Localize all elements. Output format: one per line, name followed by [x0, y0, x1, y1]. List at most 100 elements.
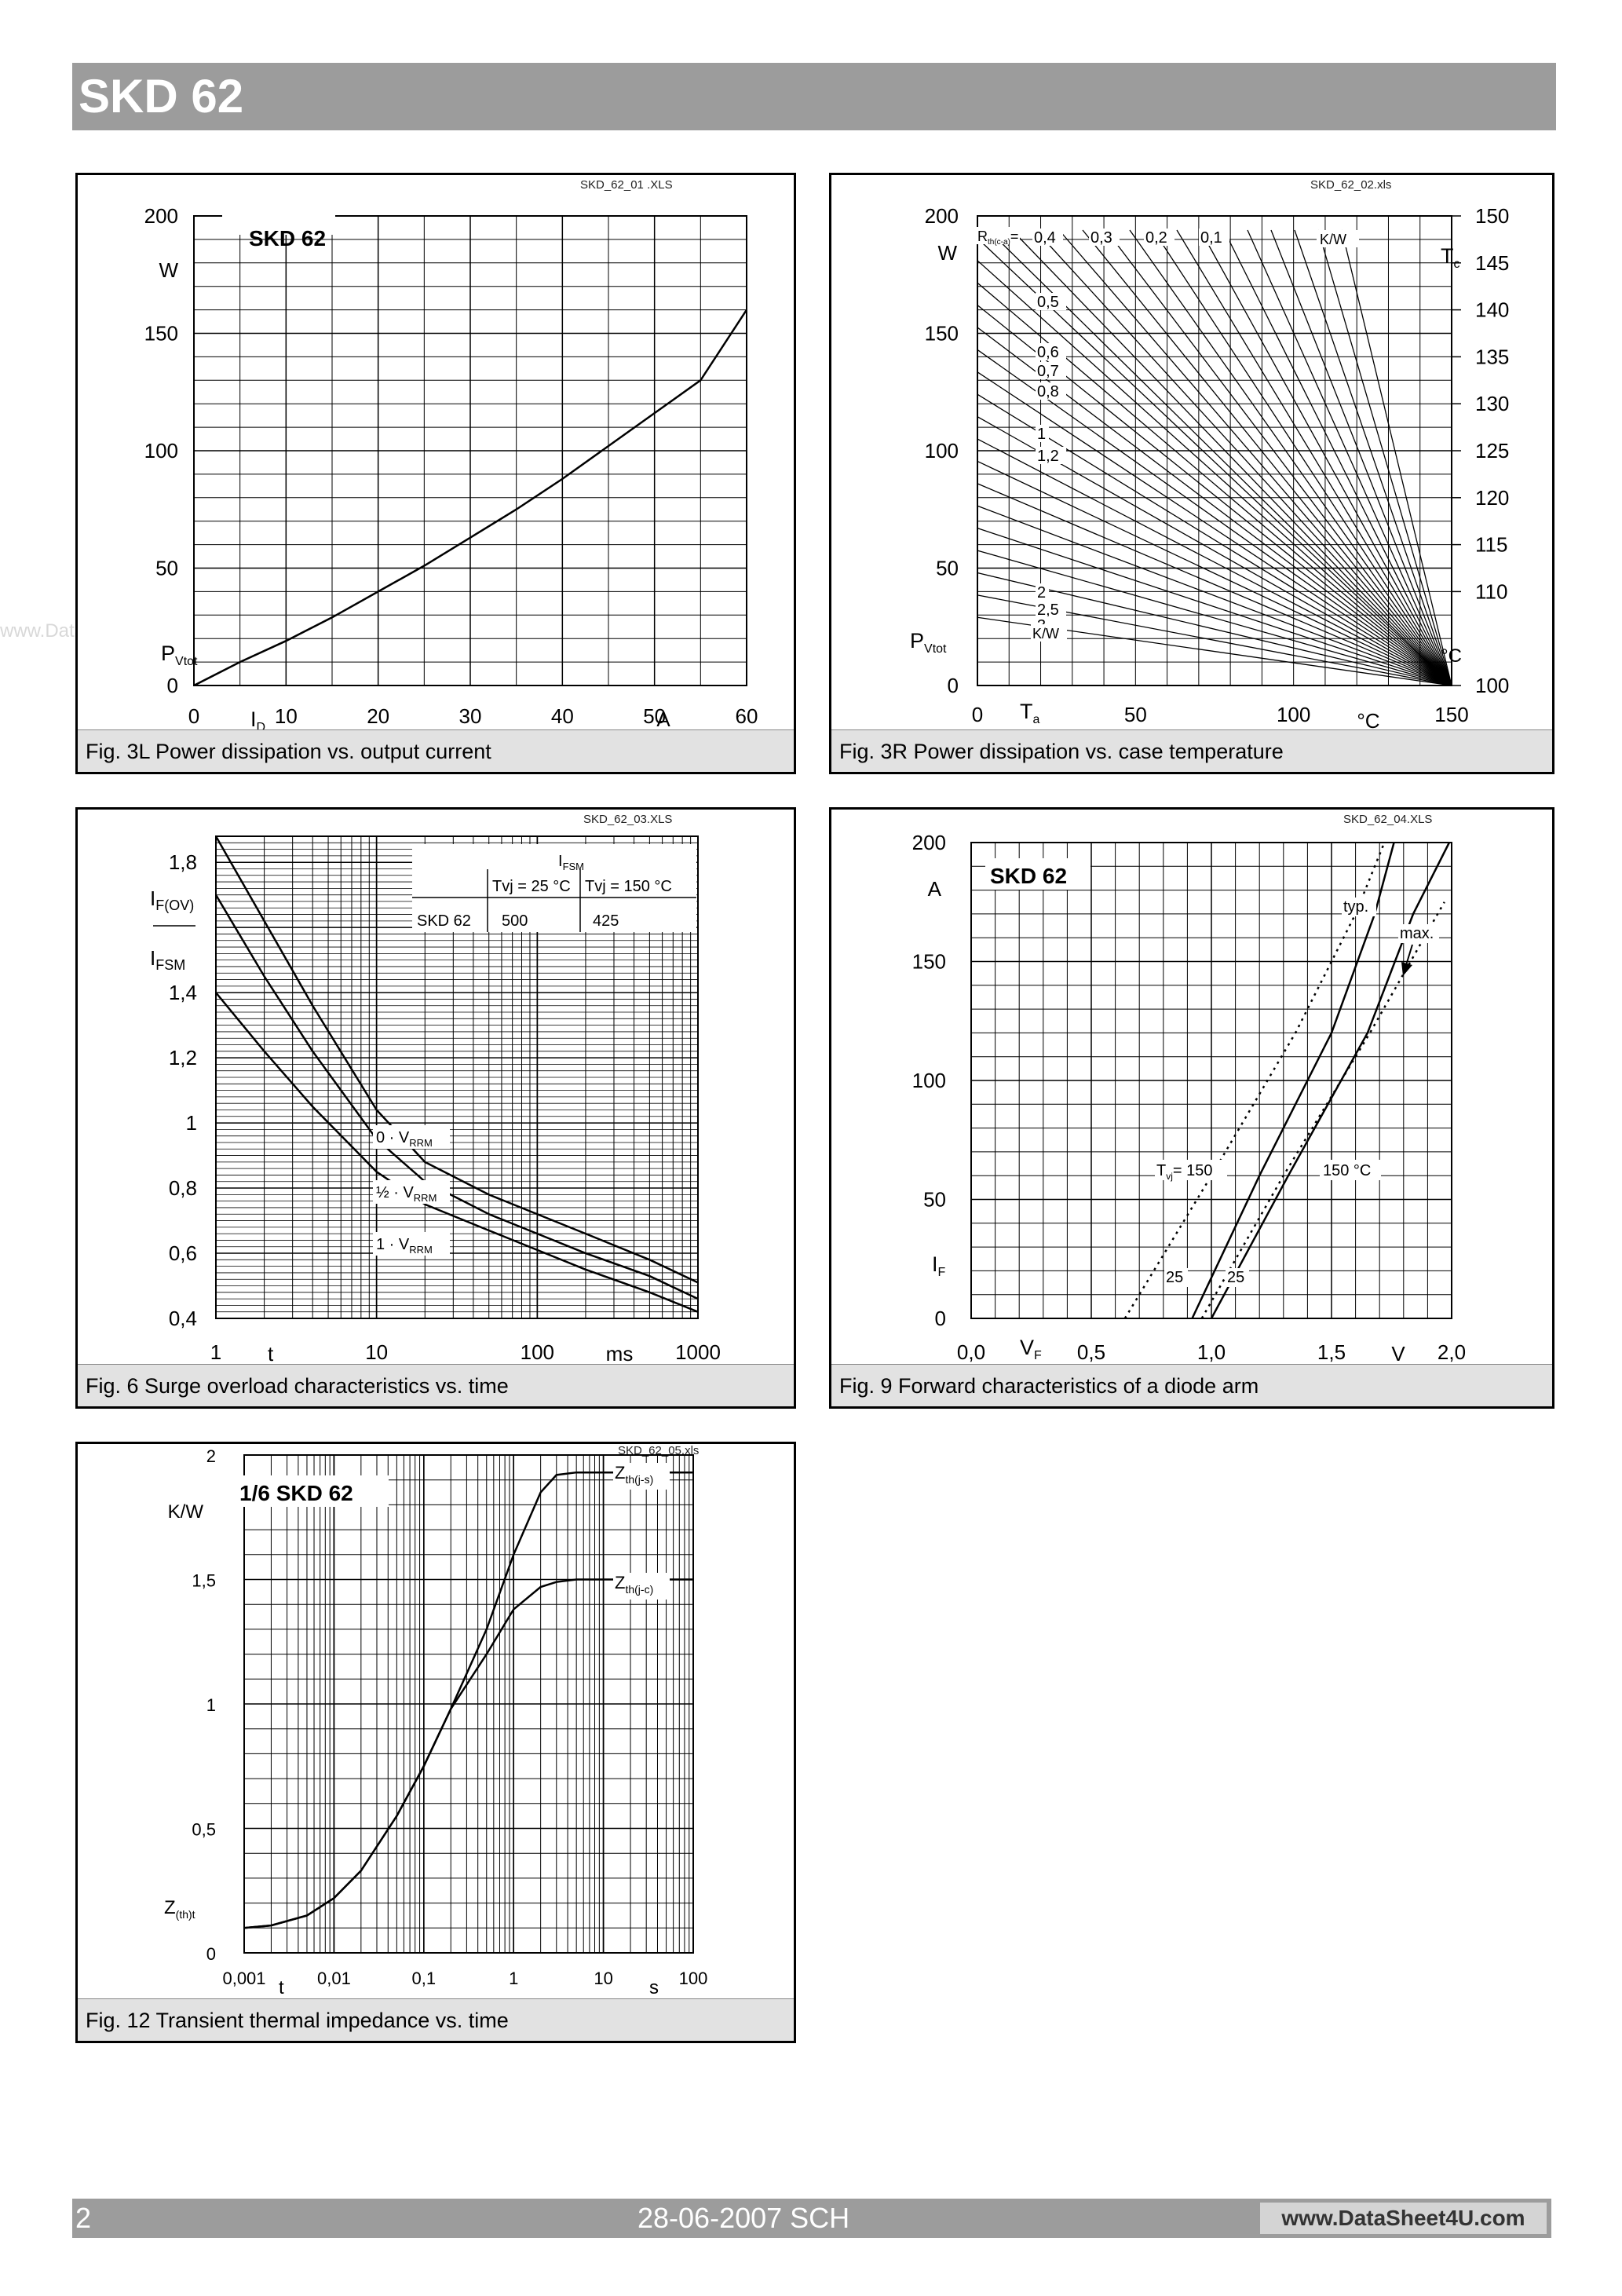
table-value-1: 500 — [502, 912, 528, 930]
rth-value-label: 0,4 — [1034, 229, 1056, 247]
rth-unit-2: K/W — [1032, 626, 1059, 642]
x-tick-label: 10 — [365, 1340, 388, 1364]
y2-tick-label: 115 — [1475, 533, 1507, 557]
table-col-2: Tvj = 150 °C — [585, 878, 672, 895]
figure-caption: Fig. 9 Forward characteristics of a diod… — [831, 1364, 1552, 1406]
rth-line — [1294, 229, 1452, 686]
y-label-top: IF(OV) — [150, 887, 194, 913]
x-tick-label: 1 — [509, 1969, 518, 1988]
x-tick-label: 1000 — [675, 1340, 721, 1364]
y-tick-label: 0 — [935, 1307, 946, 1330]
file-ref: SKD_62_01 .XLS — [580, 178, 673, 192]
y-tick-label: 50 — [155, 557, 178, 580]
x-label: Ta — [1020, 700, 1040, 726]
rth-line — [1153, 229, 1452, 686]
y-tick-label: 150 — [925, 322, 959, 345]
y2-label: Tc — [1441, 244, 1460, 271]
y-unit: W — [937, 241, 957, 265]
x-tick-label: 100 — [521, 1340, 554, 1364]
y-tick-label: 150 — [144, 322, 178, 345]
x-label: t — [268, 1342, 274, 1364]
curve-label: 0 · VRRM — [376, 1129, 433, 1149]
series-line — [1210, 842, 1451, 1319]
x-tick-label: 0 — [188, 704, 199, 728]
x-tick-label: 100 — [679, 1969, 708, 1988]
zth-js-label: Zth(j-s) — [615, 1463, 653, 1486]
y2-tick-label: 125 — [1475, 439, 1509, 462]
rth-line — [1247, 229, 1452, 686]
x-tick-label: 2,0 — [1438, 1340, 1466, 1364]
tvj-label: Tvj= 150 — [1156, 1162, 1213, 1182]
y-unit: W — [159, 258, 178, 282]
file-ref: SKD_62_02.xls — [1310, 178, 1392, 192]
y-tick-label: 0 — [948, 674, 959, 697]
y-tick-label: 50 — [923, 1188, 946, 1212]
rth-value-label: 0,3 — [1090, 229, 1112, 247]
x-tick-label: 0,1 — [412, 1969, 437, 1988]
rth-value-label: 0,6 — [1037, 344, 1059, 361]
y-tick-label: 1 — [206, 1695, 216, 1715]
series-line — [214, 894, 699, 1300]
x-tick-label: 100 — [1277, 703, 1310, 726]
series-line — [215, 992, 699, 1313]
rth-line — [977, 260, 1452, 686]
y-label: PVtot — [161, 642, 198, 668]
rth-line — [977, 550, 1452, 686]
y-unit: K/W — [168, 1501, 204, 1523]
x-tick-label: 50 — [1124, 703, 1147, 726]
rth-line — [977, 460, 1452, 686]
y-tick-label: 100 — [925, 439, 959, 462]
rth-line — [977, 528, 1452, 686]
rth-line — [1223, 229, 1452, 686]
series-line — [214, 835, 699, 1284]
rth-line — [1176, 229, 1452, 686]
typ-label: typ. — [1343, 898, 1368, 916]
x-tick-label: 0,5 — [1077, 1340, 1105, 1364]
y-tick-label: 150 — [912, 950, 946, 974]
y2-tick-label: 150 — [1475, 204, 1509, 228]
y-label: IF — [932, 1252, 946, 1279]
y-label: Z(th)t — [164, 1897, 195, 1921]
y2-tick-label: 110 — [1475, 579, 1507, 603]
x-label: ID — [250, 707, 265, 729]
rth-value-label: 1 — [1037, 426, 1046, 443]
figure-9-panel: SKD_62_04.XLS 0,0 0,5 1,0 1,5 2,0 0 50 100 150 20… — [829, 807, 1554, 1409]
rth-line — [977, 371, 1452, 686]
rth-line — [1082, 229, 1452, 686]
chart-fig6: 1 10 100 1000 0,4 0,6 0,8 1 1,2 1,4 1,8 IFSM Tvj =… — [150, 835, 721, 1364]
x-tick-label: 0 — [972, 703, 983, 726]
series-line — [243, 1471, 693, 1929]
x-label: t — [279, 1977, 284, 1998]
y-tick-label: 1,8 — [169, 850, 197, 874]
figure-3r-panel: SKD_62_02.xls 0 50 100 150 0 50 100 150 200 100 11… — [829, 173, 1554, 774]
y-tick-label: 0,8 — [169, 1176, 197, 1200]
series-line — [1191, 842, 1395, 1319]
rth-unit: K/W — [1320, 232, 1346, 247]
series-line — [1200, 901, 1445, 1319]
x-tick-label: 0,0 — [957, 1340, 985, 1364]
y-tick-label: 0,6 — [169, 1241, 197, 1265]
t150-label: 150 °C — [1323, 1162, 1371, 1179]
rth-value-label: 0,7 — [1037, 363, 1059, 380]
rth-label: Rth(c-a)= — [977, 229, 1018, 247]
footer-site-link[interactable]: www.DataSheet4U.com — [1260, 2203, 1547, 2234]
rth-line — [977, 505, 1452, 686]
chart-tag: 1/6 SKD 62 — [239, 1481, 353, 1505]
x-unit: °C — [1357, 709, 1379, 729]
y2-tick-label: 140 — [1475, 298, 1509, 322]
rth-line — [977, 483, 1452, 686]
figure-caption: Fig. 6 Surge overload characteristics vs… — [78, 1364, 794, 1406]
y-tick-label: 1,4 — [169, 981, 197, 1004]
max-arrow — [1405, 944, 1413, 966]
y-tick-label: 100 — [912, 1069, 946, 1092]
table-head: IFSM — [558, 853, 584, 872]
y2-unit: °C — [1441, 645, 1462, 667]
y-tick-label: 1,2 — [169, 1046, 197, 1069]
y-tick-label: 0 — [206, 1944, 216, 1964]
x-tick-label: 0,01 — [317, 1969, 351, 1988]
y-tick-label: 0,4 — [169, 1307, 197, 1330]
file-ref: SKD_62_05.xls — [618, 1444, 700, 1457]
y2-tick-label: 130 — [1475, 392, 1509, 415]
rth-value-label: 0,1 — [1200, 229, 1222, 247]
